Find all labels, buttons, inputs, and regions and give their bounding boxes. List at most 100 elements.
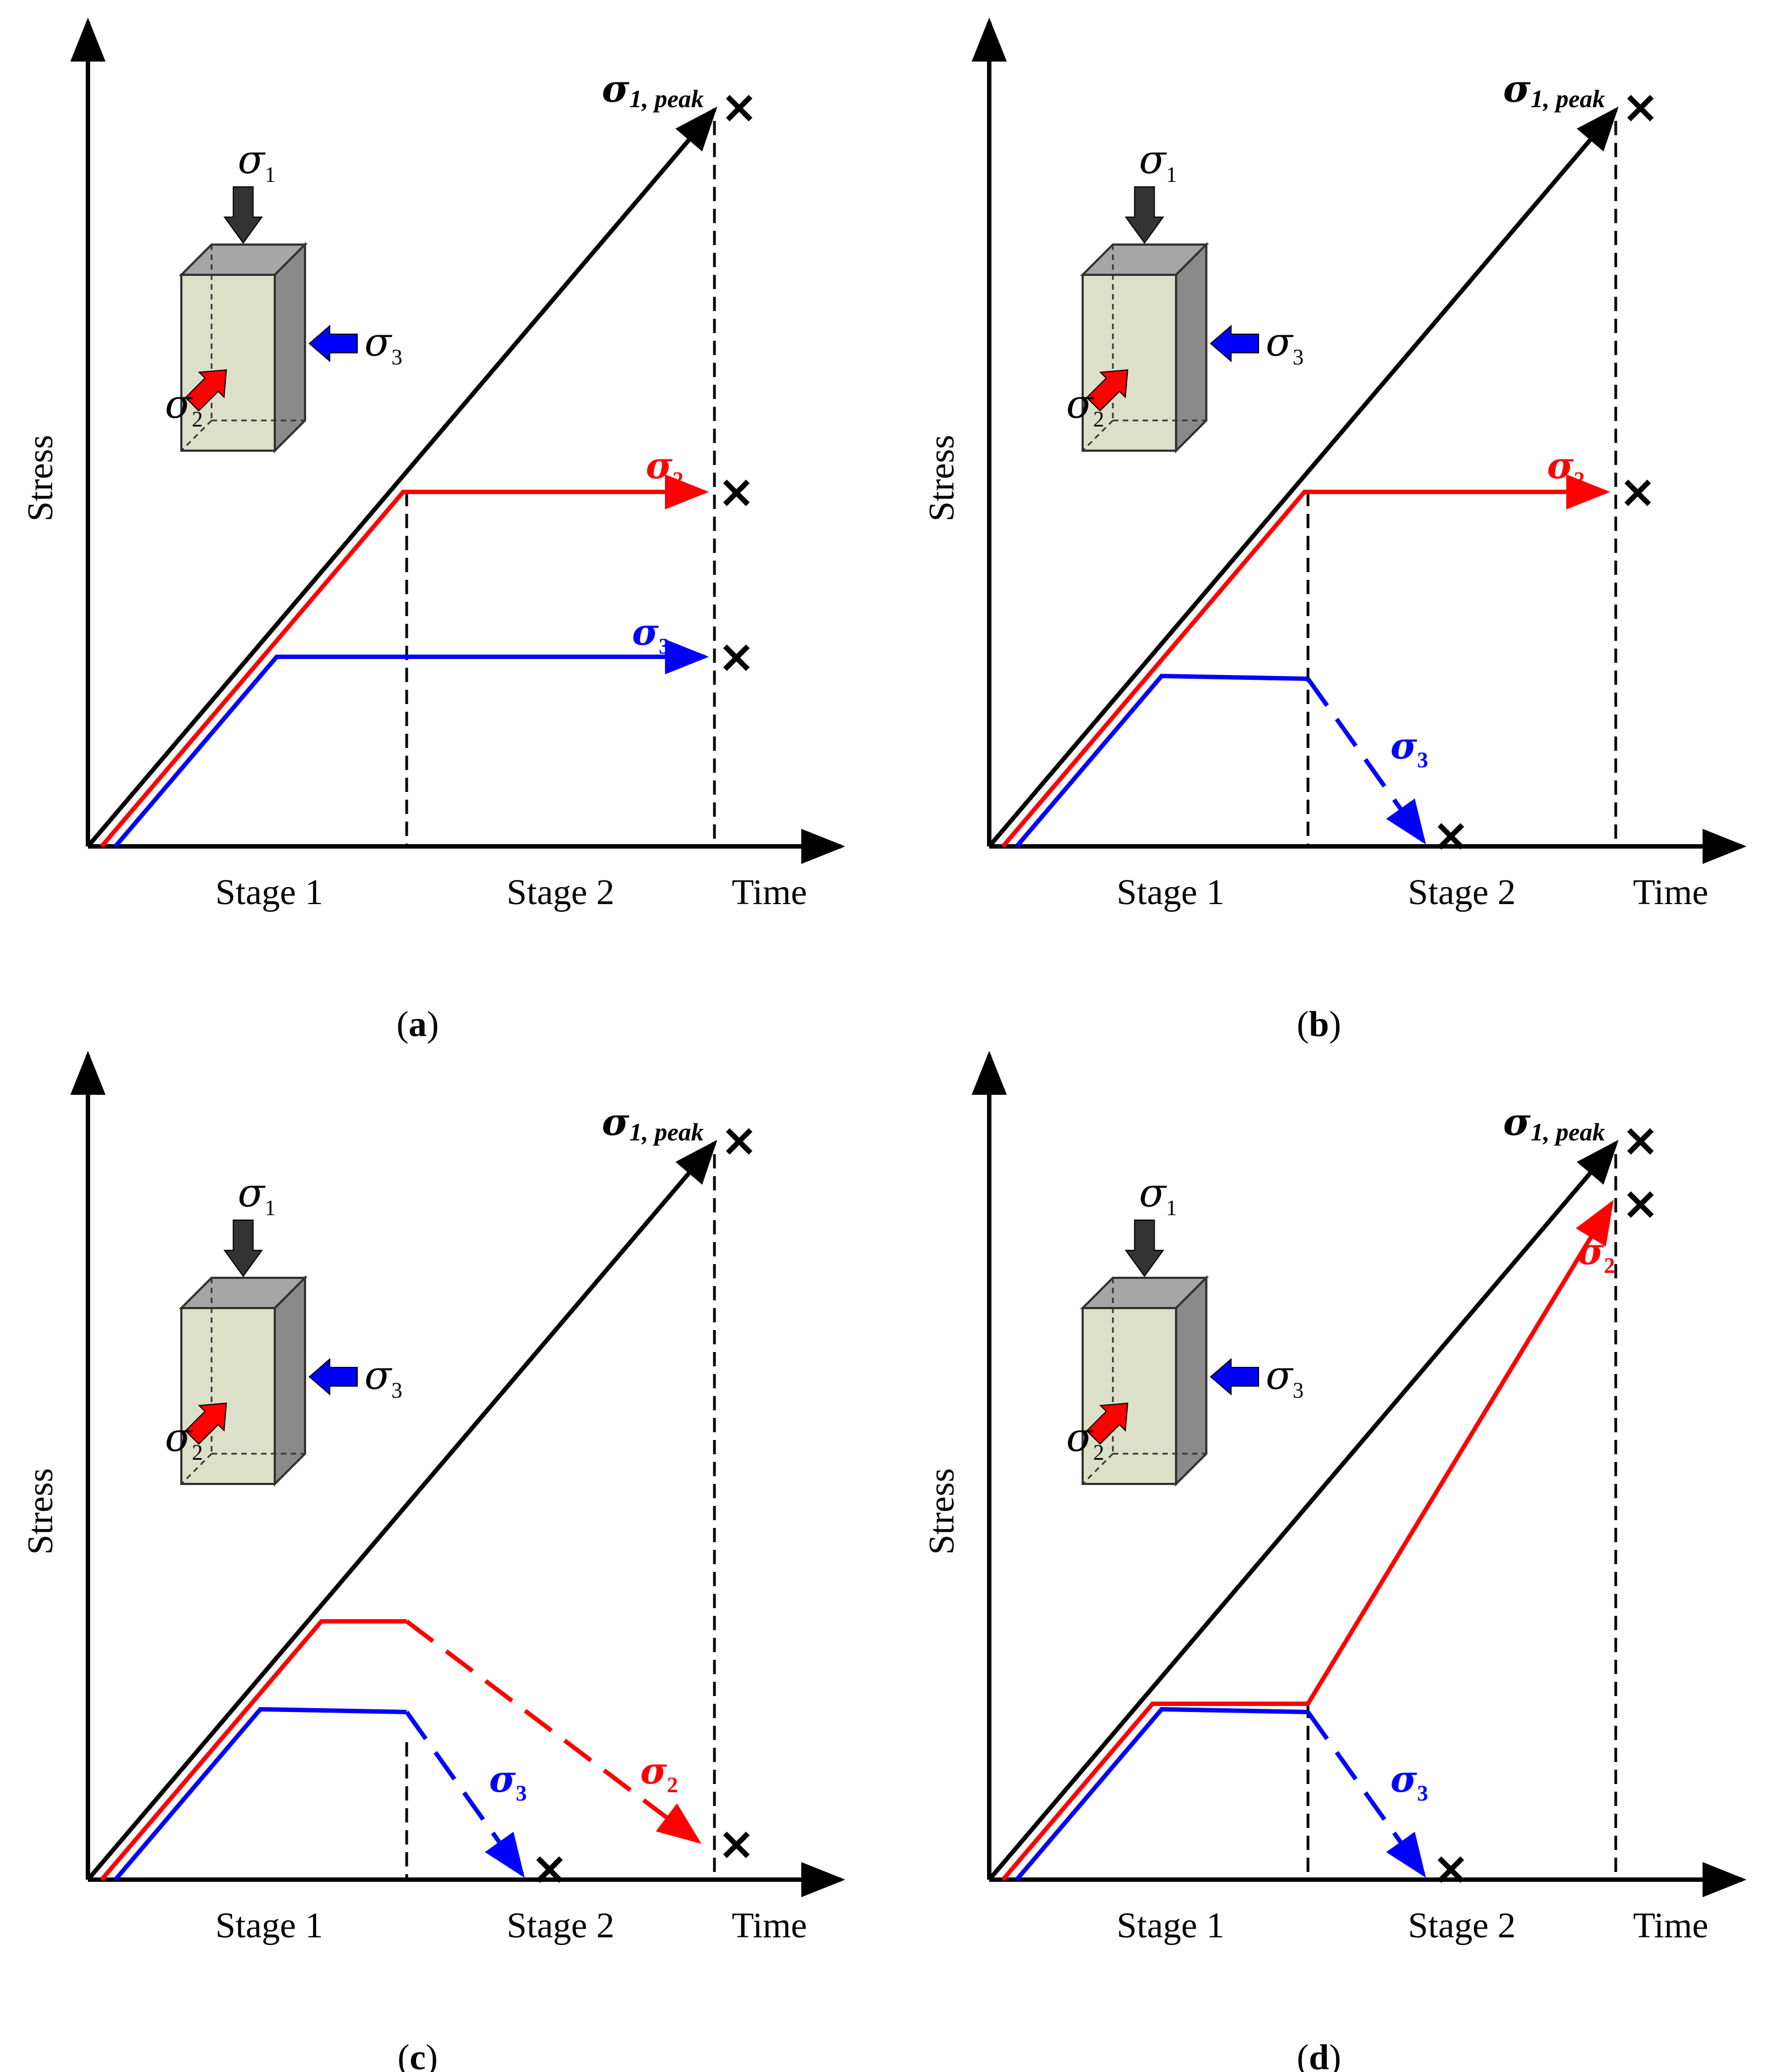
stage1-label: Stage 1 — [215, 872, 323, 912]
sigma2-path-label-symbol: σ — [1577, 1230, 1604, 1273]
sigma3-path-label-subscript: 3 — [1417, 1781, 1428, 1805]
caption-close: ) — [427, 1004, 439, 1044]
stage2-label: Stage 2 — [1408, 872, 1516, 912]
sigma3-path-label-symbol: σ — [632, 611, 659, 653]
sigma3-path-label: σ3 — [1390, 724, 1428, 772]
sigma2-path-label: σ2 — [640, 1749, 678, 1797]
sigma1-peak-label-symbol: σ — [602, 1100, 630, 1144]
y-axis-label: Stress — [922, 1468, 962, 1555]
sigma3-load-label: σ3 — [1266, 319, 1304, 369]
sigma3-load-arrow — [1210, 1358, 1259, 1396]
stage2-label: Stage 2 — [1408, 1905, 1516, 1946]
sigma2-load-label-subscript: 2 — [192, 1440, 203, 1465]
x-axis-label: Time — [1633, 872, 1709, 912]
stage2-label: Stage 2 — [507, 872, 614, 912]
sigma3-load-label-symbol: σ — [1266, 319, 1294, 365]
panel-caption: (c) — [397, 2037, 437, 2072]
sigma1-peak-label-subscript: 1, peak — [1531, 1118, 1605, 1146]
sigma3-load-arrow — [308, 1358, 358, 1396]
sigma2-load-arrow — [185, 1403, 227, 1445]
hidden-edge — [1082, 419, 1114, 452]
sigma1-load-arrow — [1124, 1220, 1165, 1277]
specimen-front-face — [1082, 274, 1177, 452]
sigma3-path-stage1 — [1015, 1707, 1309, 1881]
sigma2-path-label-subscript: 2 — [1574, 467, 1585, 492]
sigma2-arrow-shape — [185, 369, 227, 412]
panel-caption: (b) — [1297, 1004, 1341, 1044]
specimen-side-face — [1175, 242, 1207, 453]
sigma3-load-label-symbol: σ — [364, 1352, 392, 1398]
sigma2-failure-mark: × — [718, 1818, 756, 1870]
sigma3-path-stage1 — [113, 1707, 407, 1881]
sigma1-load-label-subscript: 1 — [1166, 1195, 1177, 1220]
sigma3-path-label-subscript: 3 — [659, 634, 670, 658]
sigma1-load-label-subscript: 1 — [265, 1195, 276, 1220]
sigma2-path-label-subscript: 2 — [1604, 1253, 1615, 1278]
caption-close: ) — [426, 2037, 438, 2072]
sigma1-path — [987, 106, 1619, 848]
sigma1-peak-label-symbol: σ — [1503, 1100, 1531, 1144]
sigma1-peak-label-symbol: σ — [602, 67, 630, 111]
sigma1-load-label: σ1 — [238, 136, 276, 187]
sigma1-failure-mark: × — [1622, 1115, 1660, 1167]
sigma1-load-label: σ1 — [238, 1170, 276, 1220]
sigma1-peak-label-subscript: 1, peak — [629, 85, 703, 113]
sigma1-load-arrow — [223, 1220, 263, 1277]
sigma2-path-label-symbol: σ — [1547, 444, 1574, 487]
caption-open: ( — [1297, 2037, 1309, 2072]
sigma2-path-label-subscript: 2 — [667, 1772, 678, 1797]
sigma3-unload-path — [1306, 1710, 1426, 1878]
sigma2-path-stage1 — [99, 1619, 407, 1881]
sigma1-load-label-symbol: σ — [238, 1170, 266, 1216]
sigma3-load-arrow — [308, 324, 358, 363]
sigma3-path-label: σ3 — [632, 611, 670, 658]
y-axis-label: Stress — [922, 435, 962, 522]
sigma2-load-label: σ2 — [1066, 1414, 1104, 1465]
sigma1-peak-label-subscript: 1, peak — [629, 1118, 703, 1146]
stage1-label: Stage 1 — [1117, 872, 1224, 912]
sigma2-load-label-subscript: 2 — [1093, 1440, 1104, 1465]
sigma2-arrow-shape — [185, 1403, 227, 1445]
sigma2-load-label-subscript: 2 — [192, 407, 203, 431]
sigma3-unload-path — [1306, 677, 1426, 845]
sigma3-path-label-symbol: σ — [1390, 724, 1417, 767]
sigma3-load-label-subscript: 3 — [1293, 1378, 1304, 1403]
sigma3-failure-mark: × — [718, 631, 756, 683]
sigma2-load-label-symbol: σ — [165, 1414, 193, 1460]
hidden-edge — [1082, 1453, 1114, 1485]
sigma3-path — [113, 639, 709, 848]
sigma2-failure-mark: × — [1619, 466, 1657, 518]
sigma1-peak-label: σ1, peak — [602, 67, 704, 113]
sigma3-path-stage1 — [1015, 673, 1309, 848]
sigma2-load-label-symbol: σ — [165, 381, 193, 427]
hidden-edge — [180, 1453, 213, 1485]
sigma1-path — [86, 106, 718, 848]
sigma3-path-label-subscript: 3 — [516, 1781, 527, 1805]
sigma1-path — [86, 1139, 718, 1881]
sigma1-failure-mark: × — [720, 81, 758, 134]
sigma3-path-label: σ3 — [1390, 1758, 1428, 1805]
sigma3-failure-mark: × — [1432, 810, 1470, 862]
specimen-side-face — [274, 242, 306, 453]
sigma2-failure-mark: × — [718, 466, 756, 518]
sigma1-load-label-subscript: 1 — [1166, 162, 1177, 187]
sigma3-path-label-symbol: σ — [489, 1758, 516, 1800]
sigma2-path-label-symbol: σ — [646, 444, 673, 487]
sigma2-path-label-symbol: σ — [640, 1749, 667, 1792]
specimen-front-face — [180, 1307, 276, 1485]
specimen-side-face — [274, 1275, 306, 1487]
sigma2-load-label: σ2 — [165, 381, 203, 431]
sigma2-path-label: σ2 — [646, 444, 684, 492]
sigma2-failure-mark: × — [1622, 1178, 1660, 1230]
stage2-label: Stage 2 — [507, 1905, 614, 1946]
sigma2-load-label-symbol: σ — [1066, 1414, 1094, 1460]
sigma1-peak-label: σ1, peak — [1503, 1100, 1605, 1146]
caption-letter: c — [409, 2037, 425, 2072]
sigma2-path — [1001, 1200, 1614, 1881]
caption-close: ) — [1329, 1004, 1341, 1044]
